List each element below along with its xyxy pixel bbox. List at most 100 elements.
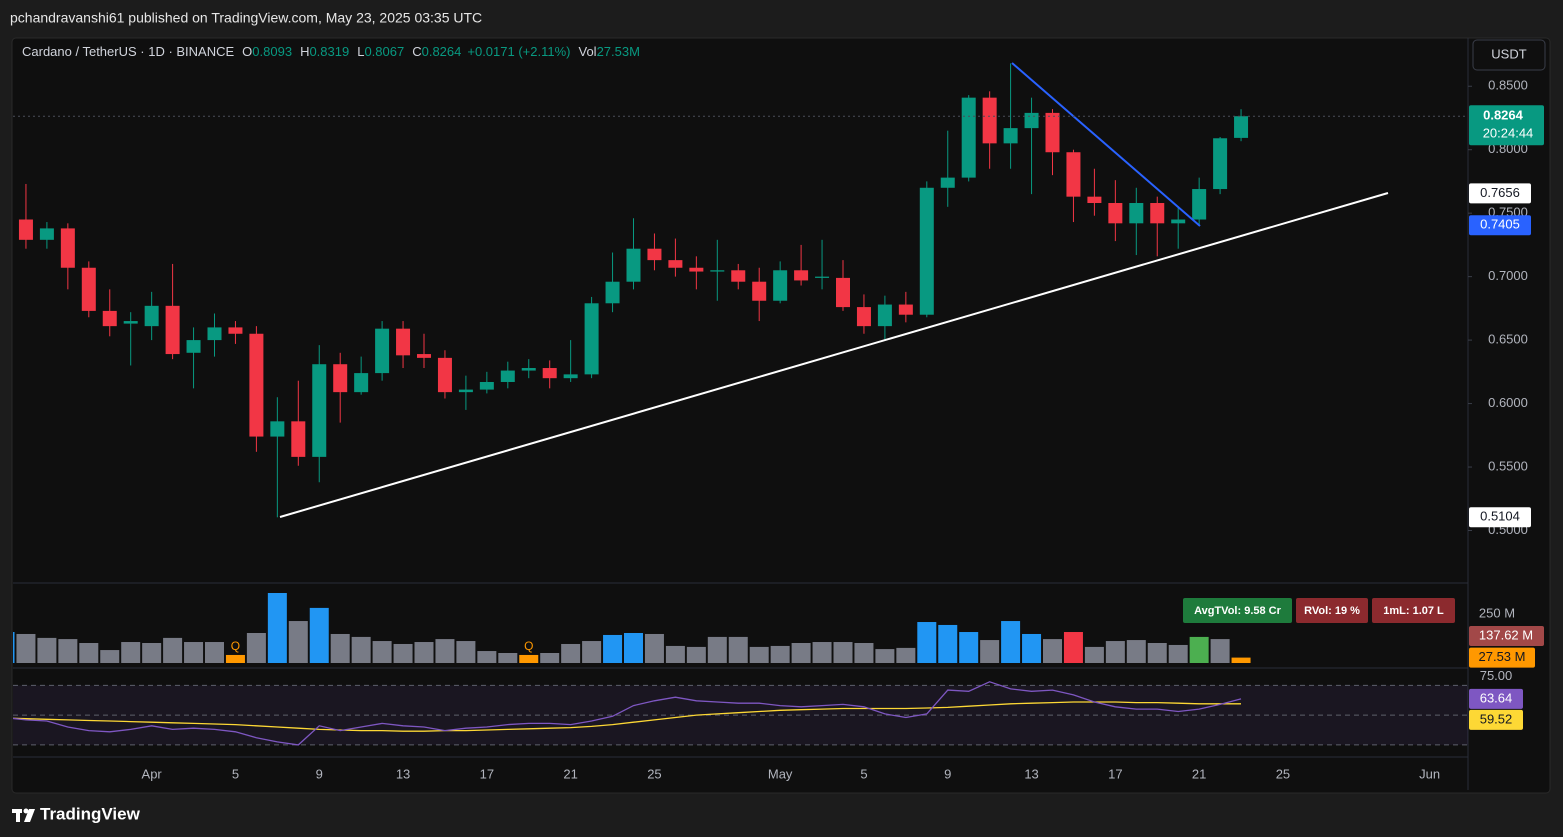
legend-key: L (357, 44, 364, 59)
candle-body (773, 270, 788, 301)
brand-name: TradingView (40, 804, 141, 823)
rsi-value-label: 63.64 (1480, 690, 1513, 705)
price-label: 0.5104 (1480, 509, 1520, 524)
candle-body (39, 228, 54, 240)
volume-bar (1210, 639, 1230, 663)
y-tick-label: 0.6000 (1488, 395, 1528, 410)
logo-part (23, 808, 29, 814)
candle-body (542, 368, 557, 379)
volume-bar (1022, 633, 1042, 663)
volume-tick-label: 250 M (1479, 605, 1515, 620)
candle-body (710, 270, 725, 272)
volume-bar (351, 636, 371, 663)
current-price-label: 0.8264 (1483, 108, 1524, 123)
volume-bar (938, 624, 958, 663)
volume-bar (707, 636, 727, 663)
candle-body (375, 328, 390, 374)
candle-body (815, 276, 830, 278)
candle-body (563, 374, 578, 379)
candle-body (500, 370, 515, 382)
candle-body (81, 267, 96, 311)
x-tick-label: 25 (1276, 766, 1290, 781)
candle-body (877, 304, 892, 327)
candle-body (1108, 203, 1123, 224)
x-tick-label: 9 (944, 766, 951, 781)
x-tick-label: 9 (316, 766, 323, 781)
legend-change: +0.0171 (+2.11%) (467, 44, 570, 59)
volume-bar (959, 632, 979, 663)
volume-badge-text: AvgTVol: 9.58 Cr (1194, 605, 1282, 617)
rsi-ma-badge (1469, 709, 1523, 730)
x-tick-label: 25 (647, 766, 661, 781)
rsi-tick-label: 75.00 (1480, 668, 1513, 683)
candle-body (123, 321, 138, 324)
candle-body (165, 305, 180, 355)
x-tick-label: 5 (232, 766, 239, 781)
volume-bar (917, 622, 937, 663)
volume-bar (854, 643, 874, 663)
resistance-trendline (1011, 62, 1201, 227)
volume-bar (58, 639, 78, 663)
brand-logo (12, 808, 35, 822)
candle-body (102, 310, 117, 327)
y-tick-label: 0.5500 (1488, 458, 1528, 473)
volume-bar (833, 642, 853, 663)
volume-bar (540, 653, 560, 663)
volume-bar (686, 646, 706, 663)
candle-body (1045, 112, 1060, 153)
volume-bar (980, 640, 1000, 663)
volume-bar (205, 642, 224, 663)
volume-bar (770, 645, 790, 663)
price-label: 0.7405 (1480, 217, 1520, 232)
volume-last-badge (1469, 647, 1535, 668)
x-tick-label: 13 (396, 766, 410, 781)
volume-bar (791, 643, 811, 663)
volume-bar (728, 636, 748, 663)
candle-body (479, 381, 494, 390)
candle-body (207, 327, 222, 341)
candle-body (898, 304, 913, 315)
volume-bar (498, 653, 518, 663)
candle-body (1129, 203, 1144, 224)
volume-bar (184, 642, 204, 663)
candle-body (396, 328, 411, 356)
volume-bar (644, 633, 664, 663)
volume-bar (435, 639, 455, 663)
volume-bar (896, 647, 916, 663)
volume-bar (749, 646, 769, 663)
volume-bar (288, 621, 308, 663)
legend-key: H (300, 44, 309, 59)
volume-badge-text: RVol: 19 % (1304, 605, 1360, 617)
candle-body (1066, 152, 1081, 197)
volume-bar (1126, 640, 1146, 663)
candle-body (856, 307, 871, 327)
currency-button[interactable] (1472, 39, 1546, 71)
support-trendline (279, 192, 1389, 518)
rsi-line (13, 681, 1242, 746)
volume-bar (79, 643, 99, 663)
volume-bar (100, 650, 120, 663)
candle-body (731, 270, 746, 282)
volume-last-label: 27.53 M (1479, 649, 1526, 664)
drawings (279, 62, 1389, 518)
logo-part (16, 809, 20, 822)
volume-badge (1296, 598, 1368, 623)
volume-bar (1105, 641, 1125, 663)
legend-volume-value: 27.53M (597, 44, 640, 59)
volume-bar (372, 641, 392, 663)
candle-body (521, 368, 536, 371)
volume-bar (267, 593, 287, 663)
volume-badge (1183, 598, 1292, 623)
volume-bar (1063, 632, 1083, 663)
volume-bar (1001, 621, 1021, 663)
legend-volume-key: Vol (579, 44, 597, 59)
rsi-background (13, 685, 1468, 745)
volume-bar (875, 649, 895, 663)
volume-bar (16, 633, 36, 663)
price-label: 0.7656 (1480, 185, 1520, 200)
candle-body (919, 187, 934, 315)
candle-body (270, 421, 285, 437)
candle-body (291, 421, 306, 457)
candle-body (1234, 116, 1249, 138)
